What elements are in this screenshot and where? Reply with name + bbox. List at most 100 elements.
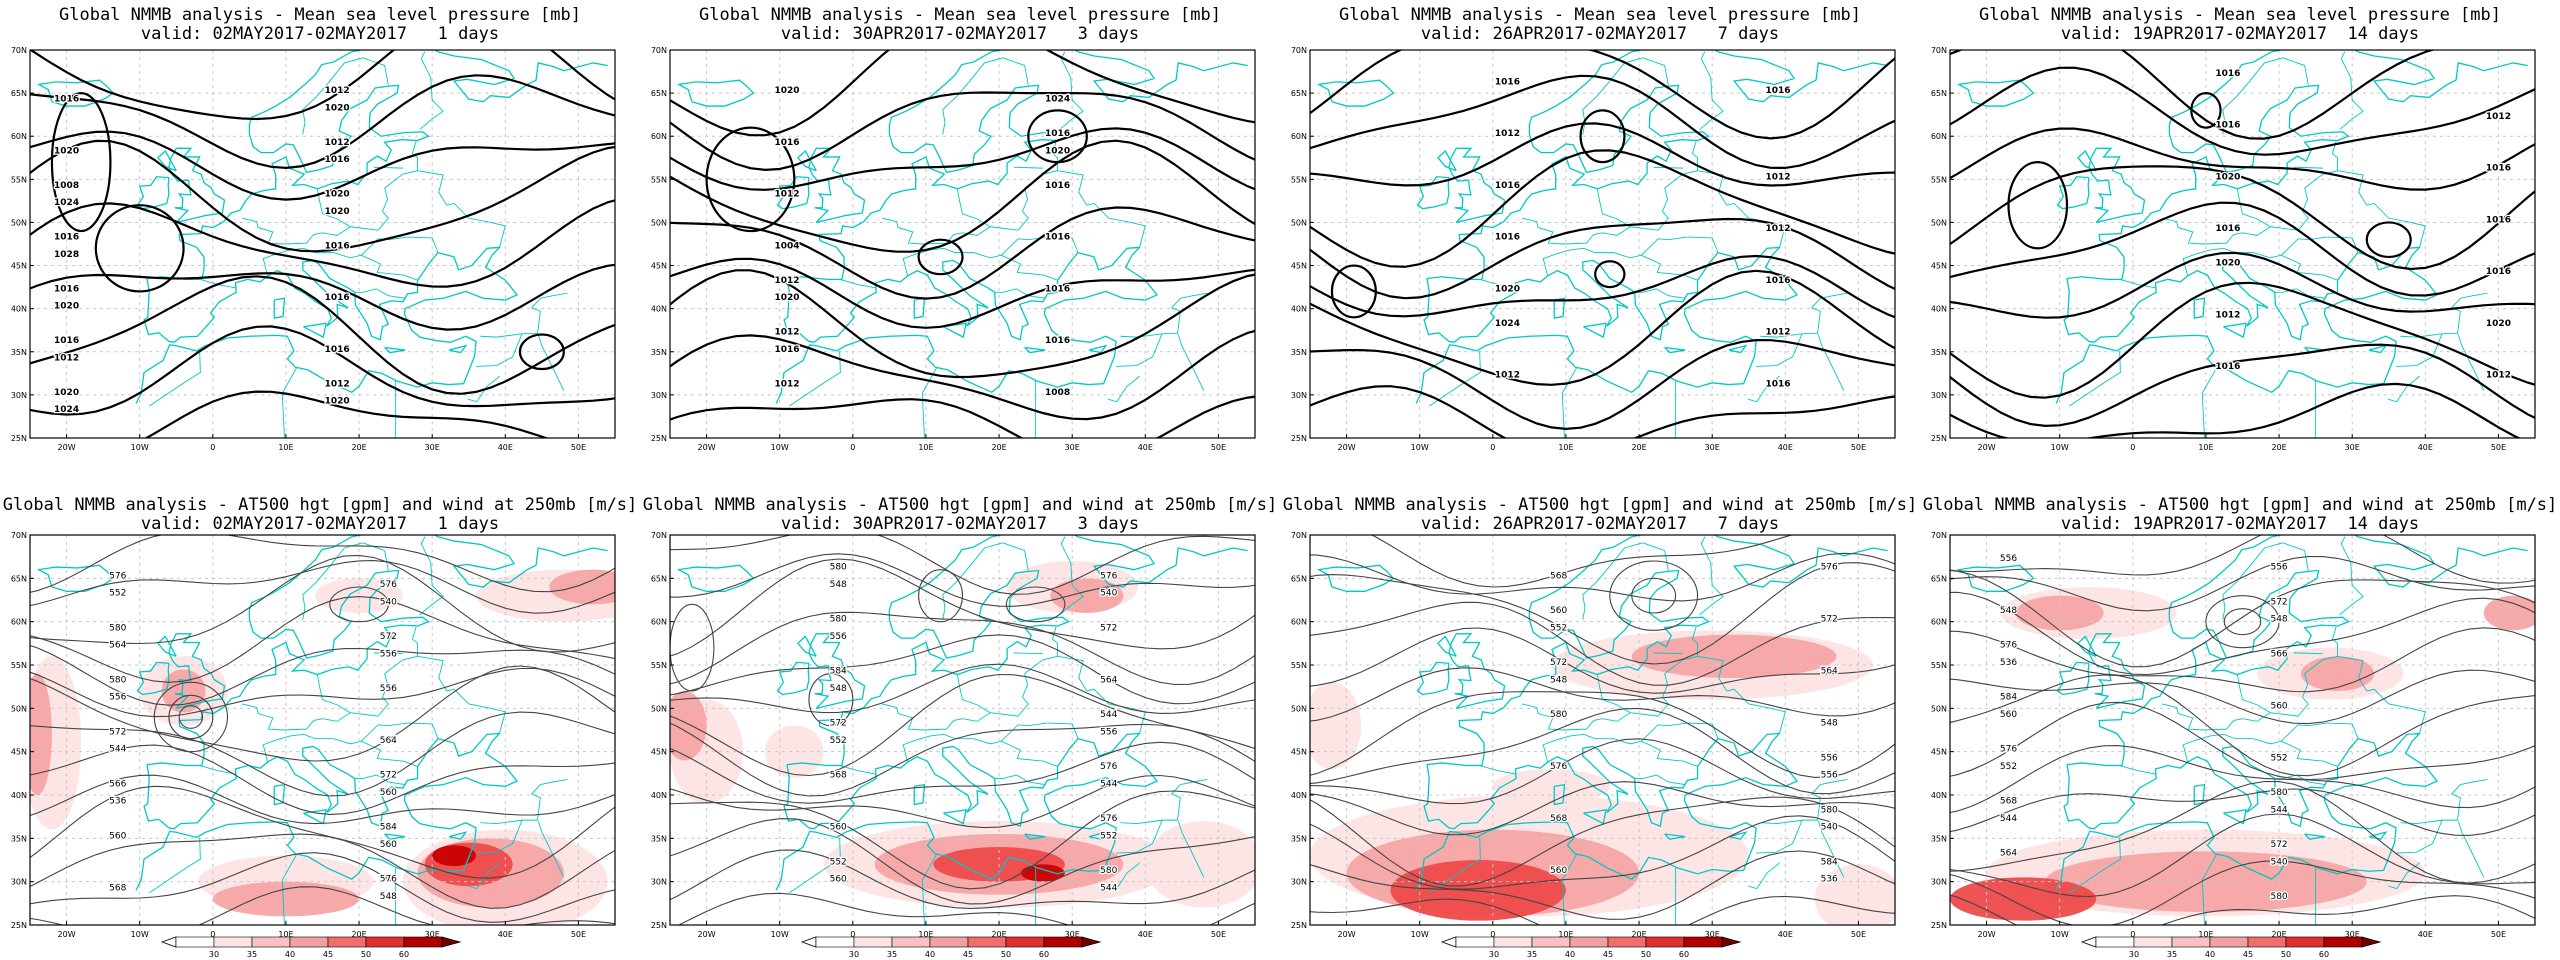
- colorbar-segment: [2285, 936, 2325, 948]
- country-border: [1016, 774, 1048, 786]
- map-frame: [1949, 49, 2536, 439]
- lat-tick-label: 40N: [1291, 791, 1307, 800]
- coastline: [1664, 346, 1686, 354]
- colorbar-segment: [1005, 936, 1045, 948]
- colorbar-tick-label: 60: [1679, 950, 1689, 958]
- colorbar-arrow-right: [1721, 936, 1742, 948]
- contour-label: 1016: [774, 345, 799, 355]
- country-border: [377, 187, 389, 231]
- contour-line: [1950, 788, 2535, 836]
- lat-tick-label: 55N: [651, 661, 667, 670]
- country-border: [241, 217, 379, 245]
- colorbar-tick-label: 45: [1603, 950, 1613, 958]
- country-border: [2297, 673, 2309, 717]
- country-border: [354, 288, 377, 293]
- contour-label: 552: [830, 857, 847, 867]
- lon-tick-label: 50E: [2491, 930, 2506, 939]
- contour-label: 1016: [2486, 215, 2511, 225]
- colorbar-segment: [1683, 936, 1723, 948]
- coastline: [135, 246, 519, 404]
- country-border: [1596, 188, 1631, 228]
- country-border: [956, 674, 991, 714]
- colorbar-tick-label: 30: [209, 950, 219, 958]
- colorbar-arrow-left: [160, 936, 177, 948]
- country-border: [407, 236, 439, 253]
- contour-label: 548: [830, 684, 847, 694]
- country-border: [2337, 170, 2368, 206]
- panel-valid: valid: 02MAY2017-02MAY2017 1 days: [140, 24, 500, 44]
- colorbar-segment: [365, 936, 405, 948]
- panel-title: Global NMMB analysis - Mean sea level pr…: [1979, 5, 2501, 25]
- colorbar-tick-label: 50: [361, 950, 371, 958]
- coastline: [1664, 833, 1686, 840]
- country-border: [1641, 254, 1698, 281]
- wind-shading: [1390, 860, 1566, 921]
- contour-label: 1016: [325, 241, 350, 251]
- country-border: [1120, 784, 1181, 825]
- lat-tick-label: 55N: [1291, 661, 1307, 670]
- lat-tick-label: 70N: [1931, 46, 1947, 55]
- coastline: [2368, 831, 2388, 840]
- contour-label: 1016: [54, 284, 79, 294]
- country-border: [1747, 862, 1780, 890]
- coastline: [384, 833, 406, 840]
- country-border: [1047, 722, 1079, 739]
- map-frame: [1949, 534, 2536, 926]
- lon-tick-label: 40E: [1138, 443, 1153, 452]
- country-border: [902, 722, 1048, 763]
- country-border: [1116, 819, 1163, 854]
- lon-tick-label: 10W: [2051, 443, 2069, 452]
- country-border: [921, 367, 938, 438]
- coastline: [1316, 564, 1395, 592]
- contour-line: [1310, 122, 1895, 187]
- lat-tick-label: 65N: [1291, 89, 1307, 98]
- lat-tick-label: 65N: [11, 89, 27, 98]
- lat-tick-label: 60N: [1291, 618, 1307, 627]
- coastline: [2066, 535, 2528, 767]
- colorbar-tick-label: 40: [925, 950, 935, 958]
- lon-tick-label: 50E: [1851, 443, 1866, 452]
- contour-closed: [1005, 586, 1066, 623]
- contour-label: 1016: [325, 345, 350, 355]
- lon-tick-label: 10E: [918, 443, 933, 452]
- contour-label: 556: [1821, 753, 1838, 763]
- lon-tick-label: 10E: [1558, 930, 1573, 939]
- country-border: [316, 674, 351, 714]
- country-border: [1657, 673, 1669, 717]
- panel-title: Global NMMB analysis - AT500 hgt [gpm] a…: [642, 495, 1278, 515]
- country-border: [241, 703, 379, 731]
- contour-line: [30, 275, 615, 395]
- coastline: [808, 633, 866, 709]
- map-content: [30, 50, 615, 438]
- coastline: [1426, 50, 1888, 281]
- contour-label: 1016: [1045, 233, 1070, 243]
- contour-line: [670, 558, 1255, 657]
- contour-line: [1310, 601, 1895, 686]
- contour-label: 576: [1100, 571, 1117, 581]
- contour-label: 1020: [1495, 284, 1520, 294]
- country-border: [361, 254, 418, 281]
- colorbar-tick-label: 50: [1641, 950, 1651, 958]
- country-border: [1001, 740, 1058, 767]
- contour-line: [1310, 149, 1895, 268]
- country-border: [2366, 688, 2426, 734]
- contour-label: 1012: [774, 379, 799, 389]
- lat-tick-label: 35N: [1931, 834, 1947, 843]
- map-content: [1310, 535, 1895, 925]
- lon-tick-label: 10W: [1411, 443, 1429, 452]
- country-border: [2366, 202, 2426, 248]
- map-hgt-14days: 544 548 552 556 560 540 536 544 548 552 556 560 564 5…: [1931, 531, 2536, 939]
- contour-label: 566: [109, 779, 126, 789]
- contour-label: 540: [1821, 823, 1838, 833]
- country-border: [1760, 784, 1821, 825]
- coastline: [2066, 50, 2528, 281]
- country-border: [467, 375, 500, 403]
- contour-closed: [2190, 92, 2222, 129]
- contour-line: [1310, 338, 1895, 431]
- colorbar-segment: [2209, 936, 2249, 948]
- colorbar-segment: [967, 936, 1007, 948]
- contour-label: 568: [109, 883, 126, 893]
- colorbar-tick-label: 35: [247, 950, 257, 958]
- contour-label: 572: [1821, 615, 1838, 625]
- country-border: [1016, 288, 1048, 299]
